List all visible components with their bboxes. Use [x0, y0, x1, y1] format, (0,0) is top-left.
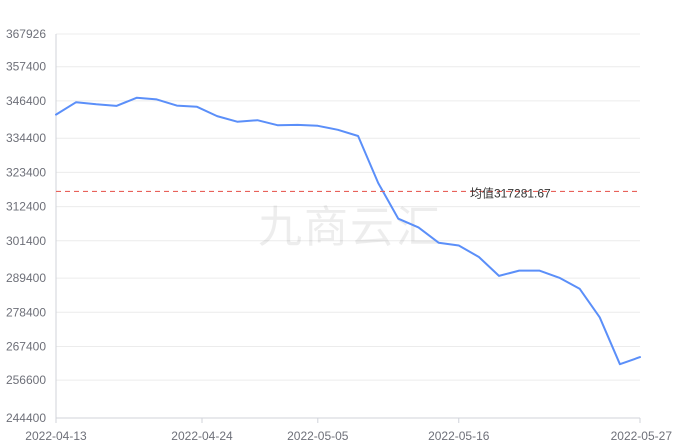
series-line — [55, 96, 641, 366]
x-tick-label: 2022-05-16 — [428, 429, 490, 443]
y-tick-label: 278400 — [6, 305, 46, 319]
x-tick-label: 2022-04-13 — [25, 429, 87, 443]
y-tick-label: 301400 — [6, 234, 46, 248]
x-tick-label: 2022-05-27 — [611, 429, 673, 443]
y-tick-label: 312400 — [6, 200, 46, 214]
watermark: 九商云汇 — [258, 202, 442, 253]
y-tick-label: 244400 — [6, 411, 46, 425]
x-tick-label: 2022-04-24 — [171, 429, 233, 443]
grid-lines — [56, 33, 640, 419]
x-axis: 2022-04-13 2022-04-24 2022-05-05 2022-05-16… — [25, 418, 672, 443]
y-axis: 244400 256600 267400 278400 289400 301400 3124… — [6, 27, 57, 425]
y-tick-label: 346400 — [6, 94, 46, 108]
y-tick-label: 334400 — [6, 131, 46, 145]
y-tick-label: 289400 — [6, 271, 46, 285]
average-marker: 均值317281.67 — [56, 185, 640, 200]
y-tick-label: 357400 — [6, 60, 46, 74]
y-tick-label: 256600 — [6, 373, 46, 387]
series-group — [55, 96, 641, 366]
y-tick-label: 323400 — [6, 165, 46, 179]
average-label: 均值317281.67 — [470, 185, 551, 200]
x-tick-label: 2022-05-05 — [287, 429, 349, 443]
y-tick-label: 267400 — [6, 340, 46, 354]
y-tick-label: 367926 — [6, 27, 46, 41]
